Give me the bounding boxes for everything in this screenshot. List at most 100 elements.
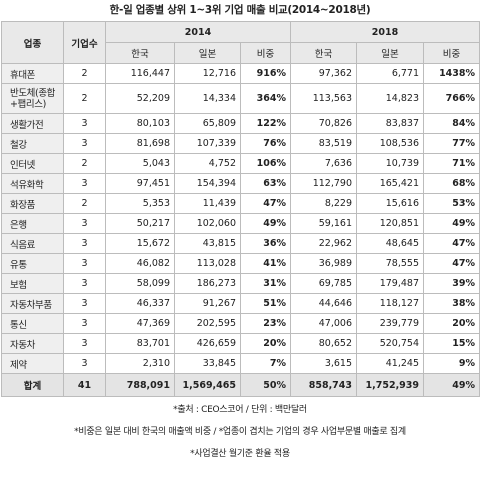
header-ratio-2014: 비중 (239, 42, 292, 64)
table-row: 식음료 3 15,672 43,815 36% 22,962 48,645 47% (1, 233, 480, 254)
cell-japan-2018: 108,536 (356, 133, 425, 154)
cell-ratio-2014: 20% (239, 333, 292, 354)
table-row: 자동차 3 83,701 426,659 20% 80,652 520,754 15% (1, 333, 480, 354)
cell-korea-2014: 5,043 (105, 153, 175, 174)
cell-company-count: 3 (63, 173, 106, 194)
footnotes: *출처 : CEO스코어 / 단위 : 백만달러 *비중은 일본 대비 한국의 … (0, 399, 480, 465)
cell-ratio-2014: 36% (239, 233, 292, 254)
cell-japan-2018: 120,851 (356, 213, 425, 234)
cell-ratio-2014: 47% (239, 193, 292, 214)
total-label: 합계 (1, 373, 64, 397)
cell-ratio-2018: 47% (423, 253, 480, 274)
cell-korea-2014: 80,103 (105, 113, 175, 134)
cell-japan-2018: 179,487 (356, 273, 425, 294)
cell-ratio-2014: 63% (239, 173, 292, 194)
cell-industry: 통신 (1, 313, 64, 334)
cell-japan-2018: 48,645 (356, 233, 425, 254)
total-japan-2014: 1,569,465 (174, 373, 241, 397)
table-row: 휴대폰 2 116,447 12,716 916% 97,362 6,771 1438% (1, 63, 480, 84)
cell-japan-2014: 113,028 (174, 253, 241, 274)
header-year-2018: 2018 (290, 21, 480, 43)
cell-ratio-2018: 38% (423, 293, 480, 314)
cell-industry: 휴대폰 (1, 63, 64, 84)
cell-ratio-2014: 31% (239, 273, 292, 294)
cell-company-count: 2 (63, 193, 106, 214)
header-japan-2018: 일본 (356, 42, 425, 64)
cell-company-count: 3 (63, 233, 106, 254)
cell-ratio-2014: 76% (239, 133, 292, 154)
cell-korea-2014: 15,672 (105, 233, 175, 254)
revenue-comparison-table: 업종 기업수 2014 2018 한국 일본 비중 한국 일본 비중 휴대폰 2 1… (1, 21, 480, 397)
table-row: 유통 3 46,082 113,028 41% 36,989 78,555 47% (1, 253, 480, 274)
cell-korea-2014: 97,451 (105, 173, 175, 194)
cell-japan-2018: 520,754 (356, 333, 425, 354)
cell-japan-2014: 4,752 (174, 153, 241, 174)
cell-japan-2014: 154,394 (174, 173, 241, 194)
cell-korea-2018: 47,006 (290, 313, 358, 334)
footnote-ratio: *비중은 일본 대비 한국의 매출액 비중 / *업종이 겹치는 기업의 경우 … (74, 427, 406, 437)
header-company-count: 기업수 (63, 21, 106, 64)
cell-ratio-2014: 916% (239, 63, 292, 84)
table-title: 한-일 업종별 상위 1~3위 기업 매출 비교(2014~2018년) (109, 4, 371, 16)
cell-company-count: 3 (63, 133, 106, 154)
cell-industry: 화장품 (1, 193, 64, 214)
cell-ratio-2018: 71% (423, 153, 480, 174)
cell-korea-2018: 70,826 (290, 113, 358, 134)
cell-ratio-2014: 7% (239, 353, 292, 374)
cell-industry: 유통 (1, 253, 64, 274)
table-row: 은행 3 50,217 102,060 49% 59,161 120,851 49% (1, 213, 480, 234)
table-row: 인터넷 2 5,043 4,752 106% 7,636 10,739 71% (1, 153, 480, 174)
cell-korea-2018: 112,790 (290, 173, 358, 194)
cell-korea-2014: 2,310 (105, 353, 175, 374)
cell-korea-2014: 52,209 (105, 83, 175, 114)
header-korea-2018: 한국 (290, 42, 358, 64)
cell-company-count: 3 (63, 213, 106, 234)
cell-ratio-2014: 23% (239, 313, 292, 334)
cell-ratio-2018: 9% (423, 353, 480, 374)
header-japan-2014: 일본 (174, 42, 241, 64)
table-row: 석유화학 3 97,451 154,394 63% 112,790 165,421 68% (1, 173, 480, 194)
cell-ratio-2018: 47% (423, 233, 480, 254)
cell-company-count: 2 (63, 63, 106, 84)
cell-japan-2018: 6,771 (356, 63, 425, 84)
cell-industry: 인터넷 (1, 153, 64, 174)
cell-japan-2018: 118,127 (356, 293, 425, 314)
cell-japan-2018: 41,245 (356, 353, 425, 374)
header-year-2014: 2014 (104, 21, 292, 43)
cell-korea-2014: 46,082 (105, 253, 175, 274)
cell-japan-2014: 202,595 (174, 313, 241, 334)
cell-japan-2018: 78,555 (356, 253, 425, 274)
cell-company-count: 3 (63, 333, 106, 354)
total-ratio-2018: 49% (423, 373, 480, 397)
cell-korea-2018: 80,652 (290, 333, 358, 354)
cell-japan-2018: 15,616 (356, 193, 425, 214)
total-row: 합계 41 788,091 1,569,465 50% 858,743 1,75… (1, 373, 480, 397)
cell-korea-2018: 69,785 (290, 273, 358, 294)
cell-ratio-2014: 364% (239, 83, 292, 114)
cell-korea-2014: 116,447 (105, 63, 175, 84)
cell-korea-2014: 5,353 (105, 193, 175, 214)
cell-ratio-2014: 106% (239, 153, 292, 174)
cell-industry: 자동차 (1, 333, 64, 354)
total-korea-2018: 858,743 (290, 373, 358, 397)
table-row: 제약 3 2,310 33,845 7% 3,615 41,245 9% (1, 353, 480, 374)
cell-ratio-2014: 51% (239, 293, 292, 314)
table-row: 반도체(종합+팹리스) 2 52,209 14,334 364% 113,563 14,82… (1, 83, 480, 114)
cell-korea-2014: 46,337 (105, 293, 175, 314)
cell-korea-2018: 59,161 (290, 213, 358, 234)
cell-japan-2018: 14,823 (356, 83, 425, 114)
header-ratio-2018: 비중 (423, 42, 480, 64)
cell-korea-2018: 44,646 (290, 293, 358, 314)
footnote-source: *출처 : CEO스코어 / 단위 : 백만달러 (173, 405, 307, 415)
table-row: 철강 3 81,698 107,339 76% 83,519 108,536 77% (1, 133, 480, 154)
cell-japan-2018: 83,837 (356, 113, 425, 134)
cell-industry: 철강 (1, 133, 64, 154)
cell-ratio-2018: 53% (423, 193, 480, 214)
cell-industry: 제약 (1, 353, 64, 374)
cell-industry: 자동차부품 (1, 293, 64, 314)
table-row: 자동차부품 3 46,337 91,267 51% 44,646 118,127 38% (1, 293, 480, 314)
cell-japan-2014: 14,334 (174, 83, 241, 114)
cell-korea-2018: 113,563 (290, 83, 358, 114)
cell-japan-2014: 186,273 (174, 273, 241, 294)
cell-japan-2018: 165,421 (356, 173, 425, 194)
